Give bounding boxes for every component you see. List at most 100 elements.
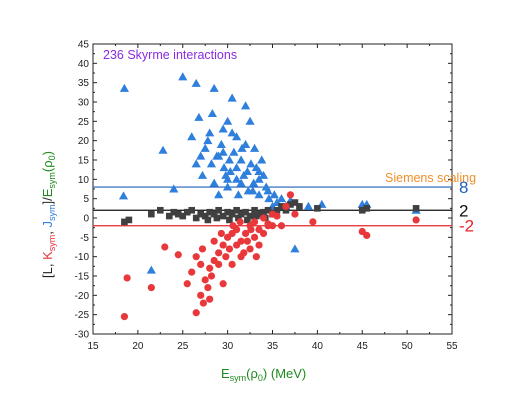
l-point: [215, 206, 222, 214]
l-point: [210, 210, 218, 218]
ksym-point: [259, 214, 268, 222]
l-point: [264, 206, 272, 214]
l-point: [233, 206, 240, 214]
jsym-point: [227, 128, 237, 137]
plot-frame: [92, 43, 453, 335]
jsym-point: [223, 182, 233, 191]
ksym-point: [206, 295, 214, 303]
annotation-count: 236 Skyrme interactions: [103, 48, 237, 62]
l-point: [204, 216, 212, 224]
jsym-point: [194, 112, 204, 121]
x-tick-label: 30: [222, 341, 234, 352]
x-tick-label: 35: [267, 341, 279, 352]
jsym-point: [257, 155, 267, 164]
l-point: [219, 212, 227, 220]
ksym-point: [363, 231, 371, 239]
jsym-point: [249, 178, 259, 187]
ksym-point: [183, 280, 191, 288]
y-tick-label: 45: [78, 40, 90, 51]
ksym-point: [237, 253, 245, 261]
l-point: [121, 218, 128, 226]
x-tick-label: 15: [87, 341, 99, 352]
y-tick-label: -15: [75, 272, 90, 283]
jsym-point: [276, 194, 287, 203]
jsym-point: [236, 155, 246, 164]
ksym-point: [243, 237, 251, 245]
l-point: [235, 214, 242, 222]
ksym-point: [236, 218, 244, 226]
ksym-point: [147, 284, 155, 292]
l-point: [201, 212, 209, 220]
jsym-point: [197, 170, 208, 179]
svg-text:[L, Ksym, Jsym]/Esym(ρ0): [L, Ksym, Jsym]/Esym(ρ0): [40, 151, 57, 278]
jsym-point: [229, 147, 239, 156]
y-axis-label: [L, Ksym, Jsym]/Esym(ρ0): [40, 151, 57, 278]
reference-line-labels: 8 2-2: [459, 178, 474, 236]
l-point: [244, 216, 251, 224]
jsym-point: [290, 244, 300, 253]
ksym-point: [286, 191, 295, 199]
y-tick-label: 5: [83, 194, 89, 205]
l-point: [282, 206, 290, 214]
l-point: [206, 208, 213, 216]
jsym-point: [232, 163, 242, 172]
reference-line-label: -2: [459, 217, 474, 236]
l-point: [358, 206, 366, 214]
ksym-point: [268, 210, 277, 218]
l-point: [296, 203, 303, 210]
l-point: [260, 208, 267, 216]
ksym-point: [247, 226, 255, 234]
l-point: [192, 214, 200, 222]
ksym-point: [219, 280, 227, 288]
l-point: [179, 212, 187, 220]
y-tick-label: 35: [78, 78, 90, 89]
x-tick-label: 40: [312, 341, 324, 352]
jsym-point: [245, 116, 255, 125]
ksym-point: [217, 229, 225, 238]
jsym-point: [224, 155, 235, 164]
jsym-point: [200, 143, 210, 152]
jsym-point: [191, 159, 201, 168]
x-tick-label: 50: [402, 341, 414, 352]
reference-line-label: 2: [459, 201, 468, 220]
ksym-point: [233, 241, 241, 249]
l-point: [363, 205, 371, 212]
y-tick-label: -5: [80, 233, 89, 244]
l-point: [251, 206, 258, 214]
l-point: [183, 208, 191, 216]
l-point: [253, 212, 260, 220]
x-tick-label: 55: [446, 341, 458, 352]
ksym-point: [197, 260, 205, 268]
jsym-point: [203, 136, 213, 145]
ksym-point: [204, 284, 212, 292]
jsym-point: [209, 83, 219, 92]
jsym-point: [232, 174, 242, 183]
l-point: [125, 216, 133, 224]
l-point: [170, 208, 178, 216]
ksym-point: [123, 274, 131, 282]
ksym-point: [291, 210, 299, 218]
jsym-point: [249, 143, 260, 152]
jsym-point: [207, 109, 217, 118]
l-point: [197, 210, 204, 218]
l-point: [273, 206, 281, 214]
l-point: [148, 210, 155, 218]
l-point: [228, 210, 236, 218]
ksym-point: [229, 222, 237, 230]
x-tick-label: 45: [357, 341, 369, 352]
jsym-point: [264, 194, 274, 203]
ksym-point: [207, 272, 216, 280]
ksym-point: [199, 299, 207, 307]
l-point: [224, 208, 231, 216]
l-point: [287, 201, 294, 208]
ksym-point: [264, 222, 272, 230]
y-tick-label: -30: [75, 330, 90, 341]
ksym-point: [174, 251, 182, 259]
ksym-point: [250, 218, 259, 226]
l-point: [237, 210, 245, 218]
ksym-point: [161, 243, 169, 251]
jsym-point: [119, 83, 130, 92]
ksym-point: [198, 245, 207, 253]
